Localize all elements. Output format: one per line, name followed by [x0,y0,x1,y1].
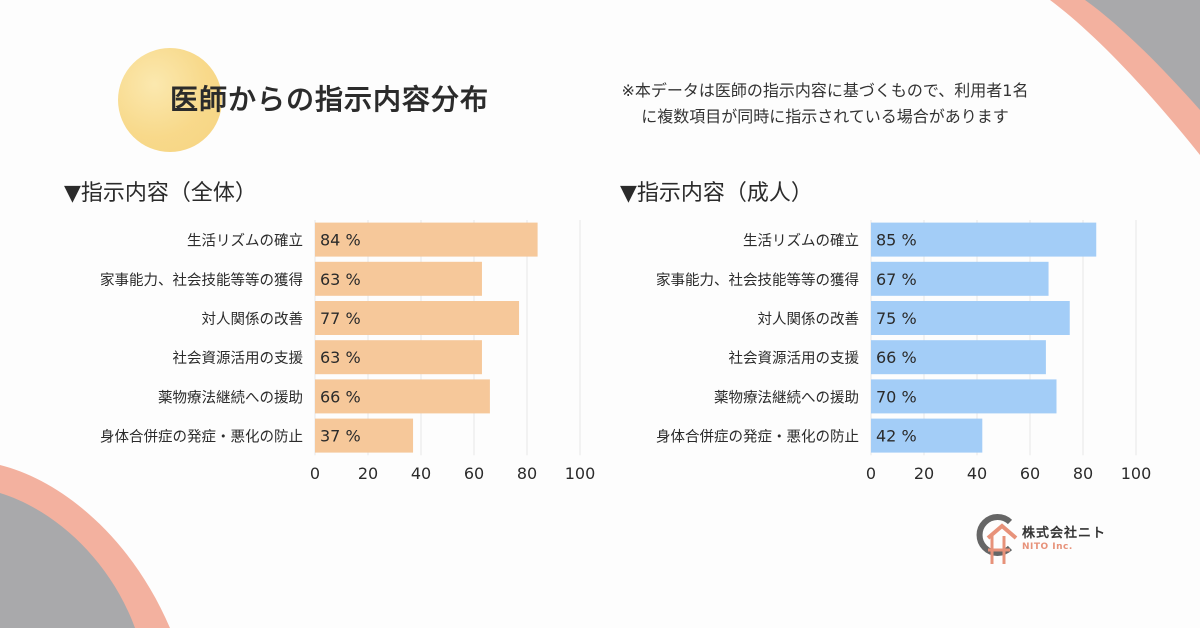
bar [315,340,482,375]
page-title: 医師からの指示内容分布 [170,83,490,116]
top-right-decoration [1050,0,1200,155]
category-label: 対人関係の改善 [202,311,304,328]
x-tick-label: 0 [310,464,320,483]
title-area: 医師からの指示内容分布 [118,48,558,158]
data-label: 77 % [320,309,361,328]
bar [871,418,983,453]
data-label: 85 % [876,231,917,250]
x-tick-label: 80 [1073,464,1093,483]
category-label: 家事能力、社会技能等等の獲得 [656,271,859,289]
data-label: 66 % [876,348,917,367]
chart-title-adult: ▼指示内容（成人） [620,181,813,206]
category-label: 薬物療法継続への援助 [714,389,859,406]
data-label: 67 % [876,270,917,289]
bar [871,379,1057,414]
x-tick-label: 40 [411,464,431,483]
company-name: 株式会社ニト [1022,526,1107,541]
category-label: 社会資源活用の支援 [729,350,860,367]
x-tick-label: 100 [565,464,596,483]
bar [871,301,1070,335]
x-tick-label: 80 [517,464,537,483]
bar [315,222,538,257]
bar [315,379,490,414]
data-label: 37 % [320,427,361,446]
category-label: 対人関係の改善 [758,311,860,328]
bar [315,301,520,335]
bar [871,261,1049,296]
x-tick-label: 40 [967,464,987,483]
title-circle-decoration [118,48,222,152]
data-note: ※本データは医師の指示内容に基づくもので、利用者1名 に複数項目が同時に指示され… [560,78,1090,130]
data-label: 66 % [320,387,361,406]
category-label: 社会資源活用の支援 [173,350,304,367]
category-label: 生活リズムの確立 [187,233,303,250]
bar-chart-overall: 生活リズムの確立 84 % 家事能力、社会技能等等の獲得 63 % 対人関係の改善 77 … [100,220,596,483]
logo-mark [976,514,1018,564]
x-tick-label: 20 [358,464,378,483]
x-tick-label: 20 [914,464,934,483]
category-label: 薬物療法継続への援助 [158,389,303,406]
category-label: 生活リズムの確立 [743,233,859,250]
x-tick-label: 60 [1020,464,1040,483]
bar [871,222,1097,257]
company-sub-name: NITO Inc. [1022,542,1073,552]
data-label: 42 % [876,427,917,446]
data-label: 63 % [320,348,361,367]
note-line-1: ※本データは医師の指示内容に基づくもので、利用者1名 [621,81,1029,100]
data-label: 84 % [320,231,361,250]
category-label: 身体合併症の発症・悪化の防止 [656,429,859,446]
company-logo: 株式会社ニト NITO Inc. [970,508,1120,570]
data-label: 63 % [320,270,361,289]
bar [315,261,482,296]
category-label: 身体合併症の発症・悪化の防止 [100,429,303,446]
note-line-2: に複数項目が同時に指示されている場合があります [641,107,1009,126]
chart-title-overall: ▼指示内容（全体） [64,181,257,206]
data-label: 70 % [876,387,917,406]
x-tick-label: 60 [464,464,484,483]
category-label: 家事能力、社会技能等等の獲得 [100,271,303,289]
bar [871,340,1046,375]
bar-chart-adult: 生活リズムの確立 85 % 家事能力、社会技能等等の獲得 67 % 対人関係の改善 75 … [656,220,1152,483]
data-label: 75 % [876,309,917,328]
bottom-left-decoration [0,465,170,628]
x-tick-label: 100 [1121,464,1152,483]
bar [315,418,414,453]
x-tick-label: 0 [866,464,876,483]
